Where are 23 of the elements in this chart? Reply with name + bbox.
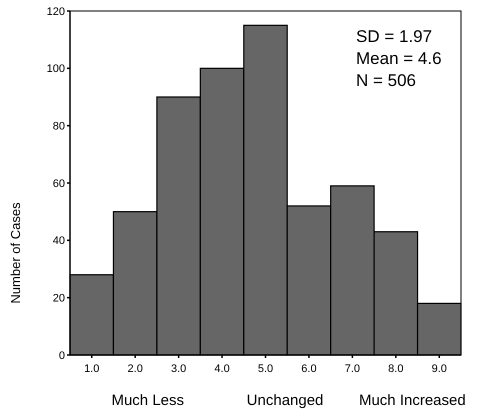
annotation: SD = 1.97 [356,27,432,46]
x-tick-label: 1.0 [84,363,100,375]
y-tick-label: 100 [46,63,65,76]
annotation: N = 506 [356,71,416,90]
x-tick-label: 2.0 [128,363,143,375]
y-tick-label: 40 [52,235,65,248]
x-tick-label: 4.0 [214,363,230,375]
annotation: Mean = 4.6 [356,49,442,68]
x-tick-label: 3.0 [170,363,186,375]
y-tick-label: 0 [58,350,65,362]
x-tick-label: 7.0 [344,363,360,375]
text: Unchanged [246,392,324,409]
x-tick-label: 9.0 [432,363,447,375]
text: Much Less [111,392,184,409]
x-tick-label: 8.0 [388,363,404,375]
y-axis-title: Number of Cases [8,202,23,304]
y-tick-label: 120 [46,6,65,18]
y-tick-label: 80 [52,120,65,133]
x-tick-label: 5.0 [258,363,274,375]
x-tick-label: 6.0 [301,363,317,375]
y-tick-label: 60 [52,178,65,190]
y-tick-label: 20 [52,292,65,305]
text: Much Increased [358,392,466,409]
